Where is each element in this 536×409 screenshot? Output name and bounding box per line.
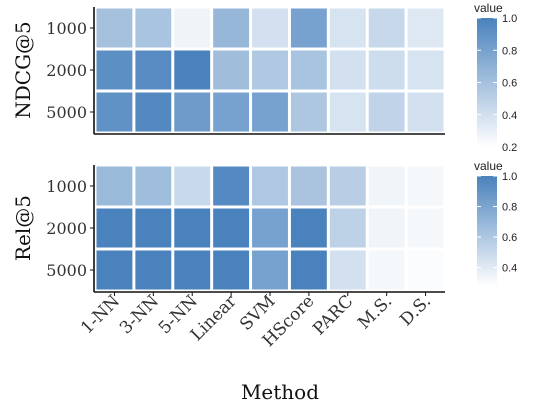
heatmap-cell xyxy=(407,166,444,206)
heatmap-cell xyxy=(135,50,172,90)
heatmap-cell xyxy=(407,92,444,132)
y-tick-label: 5000 xyxy=(46,103,87,122)
heatmap-cell xyxy=(135,8,172,48)
heatmap-cell xyxy=(135,250,172,290)
heatmap-cell xyxy=(135,166,172,206)
heatmap-cell xyxy=(135,92,172,132)
panel-1: 1000 2000 5000 NDCG@5 xyxy=(11,7,445,135)
heatmap-cell xyxy=(213,8,250,48)
legend-tick-label: 0.6 xyxy=(502,232,517,244)
heatmap-cell xyxy=(213,250,250,290)
heatmap-cell xyxy=(252,92,288,132)
x-tick-label: M.S. xyxy=(354,291,396,333)
heatmap-cell xyxy=(213,166,250,206)
heatmap-cell xyxy=(368,208,405,248)
panel-2: 1000 2000 5000 Rel@5 xyxy=(11,165,445,293)
heatmap-panels: 1000 2000 5000 NDCG@5 1000 2000 5000 Rel@5 xyxy=(11,7,445,293)
heatmap-cell xyxy=(290,50,327,90)
legend-title: value xyxy=(474,159,503,173)
heatmap-cell xyxy=(96,208,133,248)
legend-tick-label: 0.6 xyxy=(502,78,517,90)
heatmap-cell xyxy=(329,166,366,206)
heatmap-cell xyxy=(174,50,211,90)
heatmap-cell xyxy=(213,50,250,90)
heatmap-cell xyxy=(174,166,211,206)
heatmap-cell xyxy=(407,208,444,248)
legend-tick-label: 0.4 xyxy=(502,110,517,122)
heatmap-cell xyxy=(329,208,366,248)
y-tick-label: 5000 xyxy=(46,261,87,280)
y-axis-title: Rel@5 xyxy=(11,195,35,261)
legend-tick-label: 0.8 xyxy=(502,202,517,214)
heatmap-cell xyxy=(368,50,405,90)
heatmap-cell xyxy=(213,92,250,132)
heatmap-cell xyxy=(213,208,250,248)
heatmap-cell xyxy=(174,208,211,248)
heatmap-cell xyxy=(329,8,366,48)
x-axis-title: Method xyxy=(241,380,319,404)
heatmap-cell xyxy=(252,50,288,90)
heatmap-cell xyxy=(96,166,133,206)
y-axis-title: NDCG@5 xyxy=(11,21,35,119)
x-tick-label: D.S. xyxy=(396,291,435,330)
heatmap-cell xyxy=(290,250,327,290)
legend-title: value xyxy=(474,1,503,15)
heatmap-cell xyxy=(368,250,405,290)
heatmap-cell xyxy=(96,50,133,90)
heatmap-cell xyxy=(174,92,211,132)
legend-tick-label: 0.8 xyxy=(502,45,517,57)
y-tick-label: 2000 xyxy=(46,61,87,80)
heatmap-cell xyxy=(368,166,405,206)
colorbar xyxy=(477,176,497,286)
heatmap-cell xyxy=(252,250,288,290)
legend-tick-label: 0.2 xyxy=(502,142,517,154)
heatmap-cell xyxy=(252,208,288,248)
heatmap-cell xyxy=(368,92,405,132)
x-tick-label: 1-NN xyxy=(77,291,124,338)
x-tick-label: 3-NN xyxy=(116,291,163,338)
legend-tick-label: 0.4 xyxy=(502,263,517,275)
heatmap-cell xyxy=(329,92,366,132)
heatmap-cell xyxy=(407,50,444,90)
colorbar xyxy=(477,18,497,147)
heatmap-cell xyxy=(174,250,211,290)
heatmap-cell xyxy=(252,166,288,206)
heatmap-cell xyxy=(96,8,133,48)
heatmap-cell xyxy=(290,208,327,248)
heatmap-cell xyxy=(96,250,133,290)
y-tick-label: 1000 xyxy=(46,19,87,38)
heatmap-cell xyxy=(407,250,444,290)
heatmap-cell xyxy=(368,8,405,48)
legend-tick-label: 1.0 xyxy=(502,13,517,25)
heatmap-cell xyxy=(174,8,211,48)
heatmap-cell xyxy=(329,50,366,90)
x-tick-label: PARC xyxy=(309,291,357,339)
heatmap-cell xyxy=(290,92,327,132)
legend-tick-label: 1.0 xyxy=(502,171,517,183)
heatmap-cell xyxy=(407,8,444,48)
heatmap-cell xyxy=(290,166,327,206)
heatmap-cell xyxy=(252,8,288,48)
heatmap-cell xyxy=(329,250,366,290)
heatmap-cell xyxy=(290,8,327,48)
heatmap-cell xyxy=(135,208,172,248)
colorbar-legend: value 0.2 0.4 0.6 0.8 1.0 xyxy=(474,1,517,154)
heatmap-cell xyxy=(96,92,133,132)
y-tick-label: 1000 xyxy=(46,177,87,196)
y-tick-label: 2000 xyxy=(46,219,87,238)
colorbar-legend: value 0.4 0.6 0.8 1.0 xyxy=(474,159,517,286)
